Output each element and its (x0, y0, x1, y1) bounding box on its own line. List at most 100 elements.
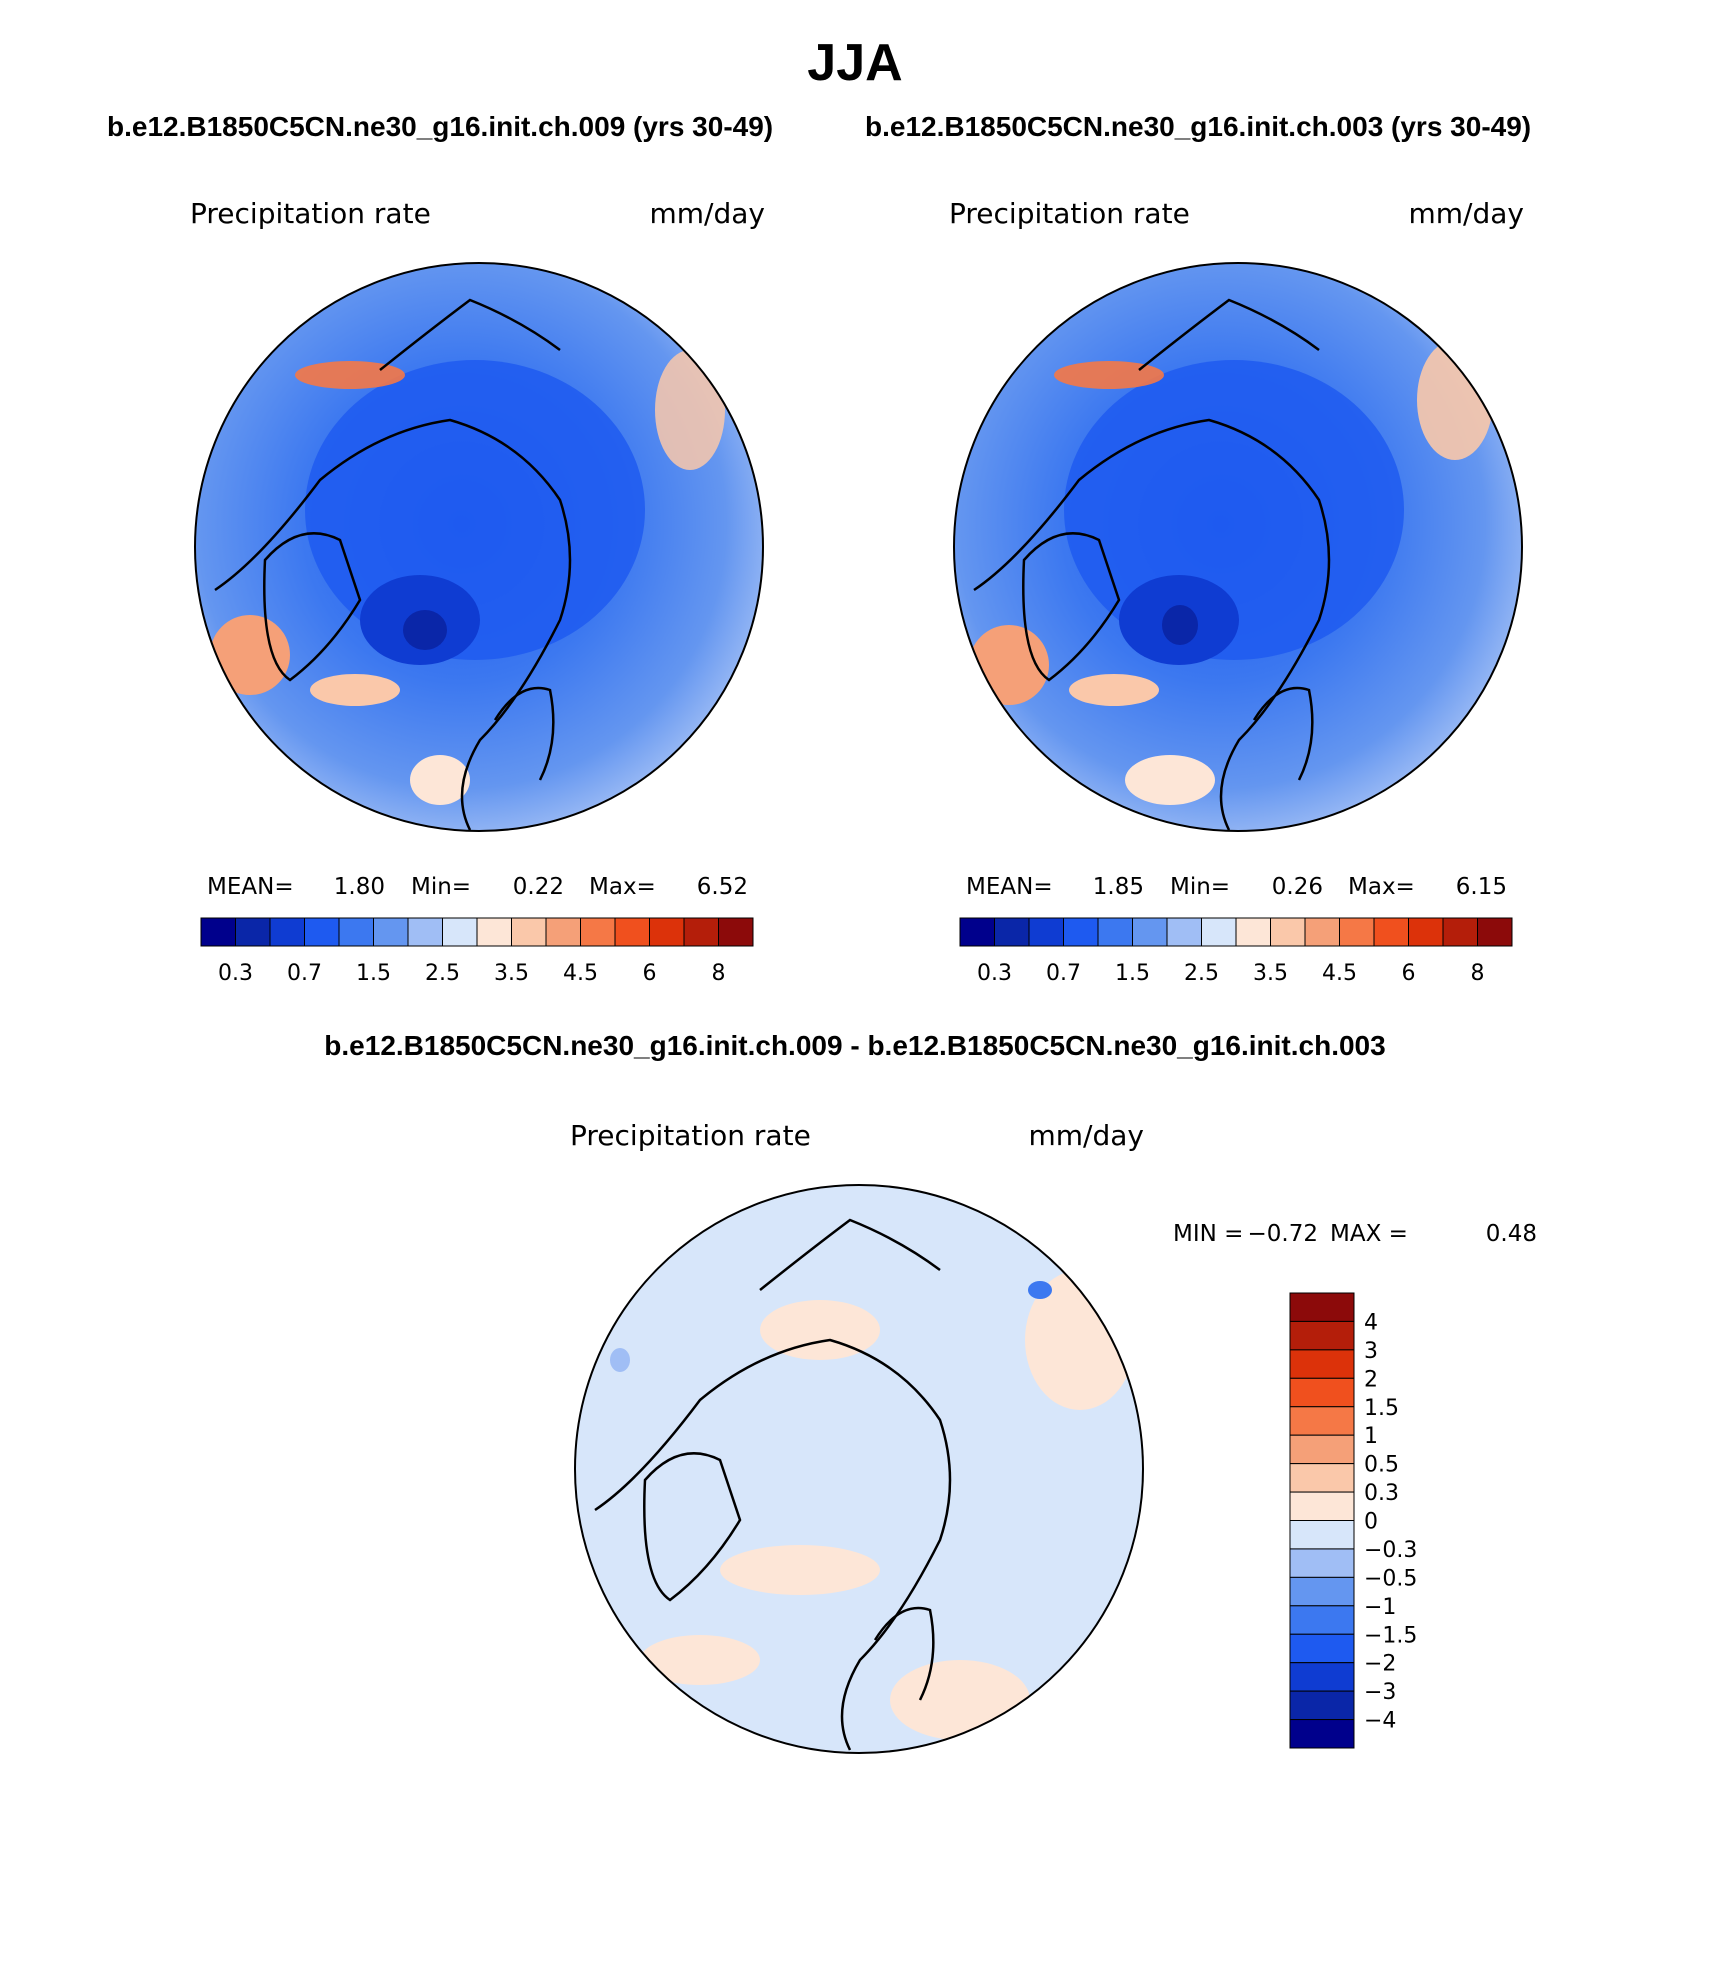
panel-1-title: b.e12.B1850C5CN.ne30_g16.init.ch.009 (yr… (107, 111, 773, 142)
colorbar-box-9 (476, 917, 512, 947)
panel-3-pos-patch-southwest (640, 1635, 760, 1685)
panel-3-pos-patch-center (720, 1545, 880, 1595)
panel-3-max-label: MAX = (1330, 1221, 1408, 1247)
colorbar-box-11 (545, 917, 581, 947)
colorbar-box-7 (1289, 1463, 1355, 1493)
colorbar-box-3 (269, 917, 305, 947)
colorbar-box-4 (304, 917, 340, 947)
panel-3-colorbar: 4 3 2 1.5 1 0.5 0.3 0 −0.3 −0.5 −1 −1.5 −2 −3 −4 (1289, 1292, 1417, 1749)
colorbar-box-10 (1289, 1548, 1355, 1578)
colorbar-box-15 (1442, 917, 1478, 947)
panel-2-colorbar: 0.3 0.7 1.5 2.5 3.5 4.5 6 8 (959, 917, 1513, 986)
panel-2-map (954, 263, 1522, 831)
colorbar-tick-label: 2 (1364, 1367, 1378, 1392)
panel-1-atlantic-max (210, 615, 290, 695)
colorbar-box-7 (407, 917, 443, 947)
panel-3-map-border (574, 1184, 1144, 1754)
colorbar-box-6 (1289, 1434, 1355, 1465)
panel-2-variable: Precipitation rate (949, 197, 1190, 230)
colorbar-tick-label: −3 (1364, 1680, 1396, 1705)
colorbar-box-7 (1166, 917, 1202, 947)
panel-1-min-label: Min= (411, 874, 471, 900)
colorbar-box-1 (959, 917, 995, 947)
colorbar-tick-label: 1.5 (1115, 961, 1150, 986)
panel-2: b.e12.B1850C5CN.ne30_g16.init.ch.003 (yr… (865, 111, 1531, 986)
panel-1-map (195, 263, 763, 831)
panel-1-max-label: Max= (589, 874, 656, 900)
panel-3-min-label: MIN = (1173, 1221, 1243, 1247)
colorbar-tick-label: 3 (1364, 1339, 1378, 1364)
panel-1-siberia-max (655, 350, 725, 470)
panel-1-coastline-arctic (214, 418, 572, 831)
panel-1-map-border (194, 262, 764, 832)
figure-title: JJA (807, 34, 902, 92)
colorbar-box-3 (1028, 917, 1064, 947)
colorbar-tick-label: 1.5 (1364, 1396, 1399, 1421)
colorbar-box-5 (1289, 1406, 1355, 1436)
panel-3-coastline-arctic (594, 1338, 952, 1751)
colorbar-tick-label: 0.7 (1046, 961, 1081, 986)
colorbar-tick-label: 4.5 (563, 961, 598, 986)
panel-1-max-value: 6.52 (697, 874, 748, 900)
colorbar-box-9 (1235, 917, 1271, 947)
colorbar-tick-label: 0 (1364, 1510, 1378, 1535)
colorbar-box-8 (442, 917, 478, 947)
colorbar-tick-label: 3.5 (494, 961, 529, 986)
colorbar-box-12 (1289, 1605, 1355, 1635)
panel-1-europe-patch (410, 755, 470, 805)
colorbar-tick-label: −1.5 (1364, 1623, 1417, 1648)
panel-1-pacific-max (295, 361, 405, 389)
colorbar-box-13 (614, 917, 650, 947)
colorbar-box-12 (1339, 917, 1375, 947)
colorbar-box-8 (1201, 917, 1237, 947)
panel-2-units: mm/day (1409, 197, 1525, 230)
panel-2-coastline-greenland (1022, 532, 1121, 682)
colorbar-box-9 (1289, 1520, 1355, 1550)
colorbar-box-14 (1289, 1662, 1355, 1692)
colorbar-box-16 (1289, 1719, 1355, 1749)
panel-2-map-border (953, 262, 1523, 832)
panel-1-coastline-scandinavia (493, 686, 555, 781)
panel-1-colorbar: 0.3 0.7 1.5 2.5 3.5 4.5 6 8 (200, 917, 754, 986)
colorbar-tick-label: 4.5 (1322, 961, 1357, 986)
panel-1-min-value: 0.22 (513, 874, 564, 900)
colorbar-box-11 (1289, 1576, 1355, 1607)
colorbar-box-1 (200, 917, 236, 947)
colorbar-tick-label: 3.5 (1253, 961, 1288, 986)
panel-2-coastline-scandinavia (1252, 686, 1314, 781)
colorbar-box-2 (994, 917, 1030, 947)
colorbar-tick-label: 8 (1471, 961, 1485, 986)
panel-2-coastline-arctic (973, 418, 1331, 831)
panel-1: b.e12.B1850C5CN.ne30_g16.init.ch.009 (yr… (107, 111, 773, 986)
panel-1-mean-label: MEAN= (207, 874, 294, 900)
colorbar-box-16 (718, 917, 754, 947)
panel-2-max-value: 6.15 (1456, 874, 1507, 900)
colorbar-box-14 (649, 917, 685, 947)
panel-1-mean-value: 1.80 (334, 874, 385, 900)
panel-1-coastline-north (379, 298, 561, 371)
panel-3-map (575, 1185, 1143, 1753)
panel-3-neg-spot (1028, 1281, 1052, 1299)
colorbar-tick-label: −0.5 (1364, 1566, 1417, 1591)
panel-3-pos-patch-north (760, 1300, 880, 1360)
panel-3-coastline-scandinavia (873, 1606, 935, 1701)
colorbar-box-1 (1289, 1292, 1355, 1322)
panel-3-min-value: −0.72 (1248, 1221, 1318, 1247)
panel-3-max-value: 0.48 (1486, 1221, 1537, 1247)
colorbar-tick-label: −2 (1364, 1652, 1396, 1677)
colorbar-box-13 (1373, 917, 1409, 947)
panel-2-pacific-max (1054, 361, 1164, 389)
panel-2-greenland-core (1162, 605, 1198, 645)
colorbar-box-2 (235, 917, 271, 947)
panel-3-variable: Precipitation rate (570, 1119, 811, 1152)
panel-2-max-label: Max= (1348, 874, 1415, 900)
colorbar-box-10 (511, 917, 547, 947)
panel-2-min-value: 0.26 (1272, 874, 1323, 900)
colorbar-box-5 (338, 917, 374, 947)
panel-2-coastline-north (1138, 298, 1320, 371)
colorbar-tick-label: 1 (1364, 1424, 1378, 1449)
colorbar-box-13 (1289, 1633, 1355, 1664)
colorbar-tick-label: 4 (1364, 1310, 1378, 1335)
panel-3-diff-field (575, 1185, 1143, 1753)
